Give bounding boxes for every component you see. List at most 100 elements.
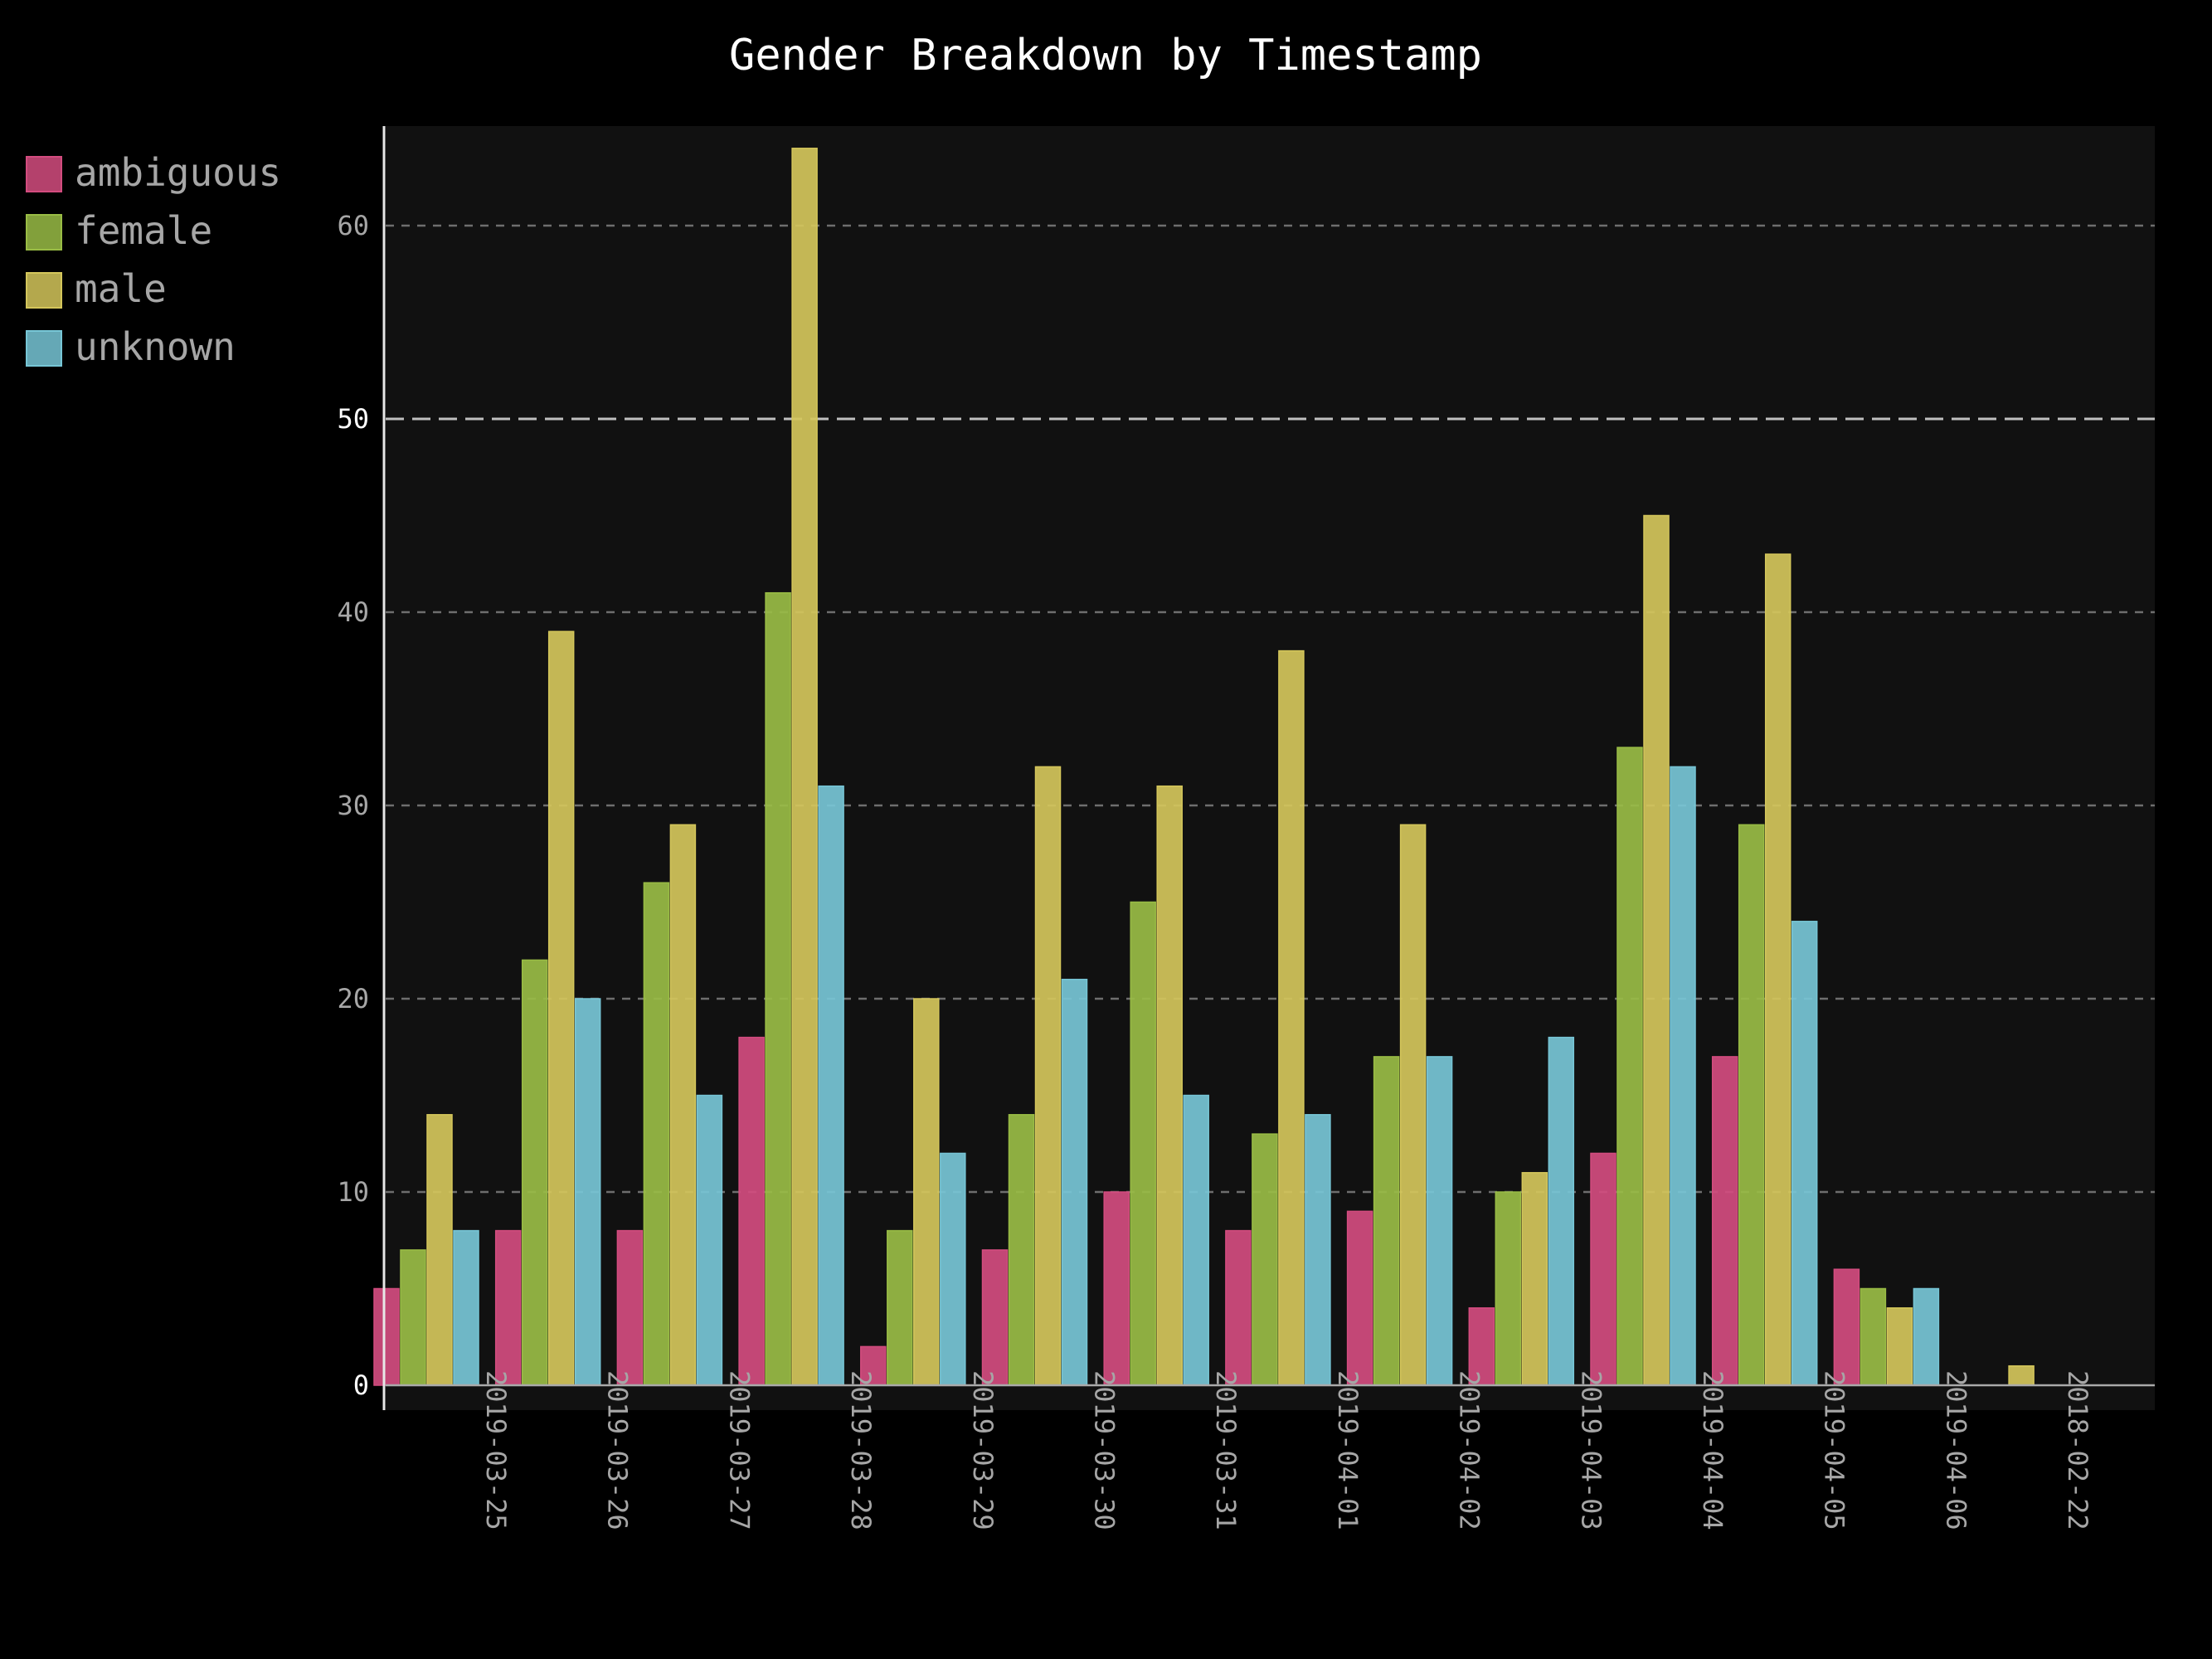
bar-group-2019-03-30 <box>981 766 1088 1386</box>
bar-male-2019-03-29 <box>913 998 940 1386</box>
y-tick-label-30: 30 <box>337 790 369 821</box>
bar-unknown-2019-03-27 <box>696 1094 723 1386</box>
bar-group-2019-04-06 <box>1833 1268 1940 1386</box>
bar-male-2019-04-06 <box>1886 1307 1913 1386</box>
bar-unknown-2019-03-29 <box>940 1152 966 1386</box>
x-tick-label-2019-03-29: 2019-03-29 <box>967 1370 999 1530</box>
bar-ambiguous-2019-03-27 <box>616 1229 644 1386</box>
x-tick-label-2019-04-02: 2019-04-02 <box>1454 1370 1485 1530</box>
bar-female-2019-04-02 <box>1373 1056 1400 1386</box>
bar-unknown-2019-03-25 <box>453 1229 479 1386</box>
bar-male-2019-04-04 <box>1643 514 1670 1386</box>
y-tick-label-40: 40 <box>337 596 369 628</box>
chart-title: Gender Breakdown by Timestamp <box>729 31 1482 80</box>
bar-male-2019-04-01 <box>1278 649 1305 1386</box>
bar-ambiguous-2019-04-05 <box>1711 1056 1738 1386</box>
bar-ambiguous-2019-03-31 <box>1103 1191 1130 1386</box>
bar-female-2019-03-30 <box>1008 1114 1035 1386</box>
bar-female-2019-04-05 <box>1738 824 1765 1386</box>
bar-ambiguous-2019-04-04 <box>1590 1152 1616 1386</box>
bar-unknown-2019-03-31 <box>1183 1094 1209 1386</box>
bar-female-2019-03-31 <box>1130 901 1156 1386</box>
bar-male-2019-04-05 <box>1764 553 1791 1386</box>
bar-unknown-2019-04-02 <box>1426 1056 1453 1386</box>
bar-male-2019-03-30 <box>1034 766 1062 1386</box>
bar-ambiguous-2019-03-30 <box>981 1249 1009 1386</box>
bar-group-2019-04-03 <box>1468 1036 1575 1386</box>
bar-ambiguous-2019-03-25 <box>373 1287 400 1386</box>
bar-unknown-2019-04-03 <box>1548 1036 1575 1386</box>
x-tick-label-2019-04-04: 2019-04-04 <box>1697 1370 1728 1530</box>
bar-male-2019-03-25 <box>426 1114 453 1386</box>
bar-ambiguous-2019-03-28 <box>738 1036 765 1386</box>
legend-label-unknown: unknown <box>75 324 236 369</box>
x-tick-label-2018-02-22: 2018-02-22 <box>2062 1370 2093 1530</box>
bars <box>373 148 2035 1386</box>
bar-ambiguous-2019-04-02 <box>1346 1210 1373 1386</box>
y-tick-label-60: 60 <box>337 210 369 241</box>
legend-swatch-ambiguous <box>26 156 62 192</box>
legend-swatch-female <box>26 214 62 251</box>
bar-group-2018-02-22 <box>2008 1365 2035 1386</box>
bar-unknown-2019-04-06 <box>1913 1287 1940 1386</box>
axes <box>382 126 2155 1410</box>
bar-unknown-2019-03-26 <box>574 998 601 1386</box>
legend-label-male: male <box>75 266 167 311</box>
bar-group-2019-04-01 <box>1225 649 1331 1386</box>
legend: ambiguous female male unknown <box>26 150 281 369</box>
bar-female-2019-03-27 <box>643 882 670 1386</box>
bar-male-2019-03-26 <box>547 630 575 1386</box>
x-tick-label-2019-04-03: 2019-04-03 <box>1575 1370 1607 1530</box>
legend-item-ambiguous: ambiguous <box>26 150 281 195</box>
bar-male-2019-04-02 <box>1399 824 1427 1386</box>
x-tick-label-2019-03-30: 2019-03-30 <box>1089 1370 1121 1530</box>
bar-female-2019-03-28 <box>765 591 791 1386</box>
bar-female-2019-03-25 <box>400 1249 426 1386</box>
bar-ambiguous-2019-04-01 <box>1225 1229 1252 1386</box>
bar-female-2019-04-06 <box>1860 1287 1887 1386</box>
bar-group-2019-03-26 <box>494 630 601 1386</box>
x-tick-label-2019-04-01: 2019-04-01 <box>1332 1370 1364 1530</box>
bar-male-2019-03-28 <box>791 148 818 1386</box>
y-tick-labels: 0 10 20 30 40 50 60 <box>337 210 369 1401</box>
bar-female-2019-03-26 <box>521 959 548 1386</box>
x-tick-label-2019-03-31: 2019-03-31 <box>1210 1370 1242 1530</box>
legend-swatch-male <box>26 272 62 309</box>
x-tick-label-2019-04-05: 2019-04-05 <box>1819 1370 1850 1530</box>
bar-unknown-2019-04-01 <box>1305 1114 1331 1386</box>
bar-male-2019-04-03 <box>1521 1171 1548 1386</box>
bar-group-2019-03-28 <box>738 148 844 1386</box>
bar-ambiguous-2019-04-03 <box>1468 1307 1495 1386</box>
bar-female-2019-04-04 <box>1616 747 1643 1386</box>
bar-male-2019-03-27 <box>669 824 697 1386</box>
legend-item-unknown: unknown <box>26 324 236 369</box>
x-tick-label-2019-03-26: 2019-03-26 <box>602 1370 634 1530</box>
bar-unknown-2019-04-04 <box>1670 766 1696 1386</box>
x-tick-label-2019-03-27: 2019-03-27 <box>723 1370 755 1530</box>
y-tick-label-0: 0 <box>353 1370 369 1401</box>
bar-male-2018-02-22 <box>2008 1365 2035 1386</box>
legend-swatch-unknown <box>26 330 62 367</box>
bar-female-2019-04-03 <box>1495 1191 1522 1386</box>
bar-female-2019-03-29 <box>887 1229 913 1386</box>
bar-group-2019-03-31 <box>1103 785 1209 1386</box>
y-tick-label-10: 10 <box>337 1176 369 1208</box>
legend-label-ambiguous: ambiguous <box>75 150 281 195</box>
y-tick-label-20: 20 <box>337 983 369 1014</box>
bar-unknown-2019-03-30 <box>1061 978 1088 1386</box>
x-tick-labels: 2019-03-25 2019-03-26 2019-03-27 2019-03-28… <box>480 1370 2093 1530</box>
bar-unknown-2019-03-28 <box>818 785 844 1386</box>
x-tick-label-2019-03-28: 2019-03-28 <box>845 1370 877 1530</box>
y-tick-label-50: 50 <box>337 403 369 435</box>
bar-female-2019-04-01 <box>1252 1133 1278 1386</box>
bar-unknown-2019-04-05 <box>1791 921 1818 1386</box>
bar-ambiguous-2019-04-06 <box>1833 1268 1860 1386</box>
bar-group-2019-03-27 <box>616 824 723 1386</box>
legend-item-male: male <box>26 266 167 311</box>
bar-ambiguous-2019-03-26 <box>494 1229 522 1386</box>
legend-label-female: female <box>75 208 212 253</box>
legend-item-female: female <box>26 208 212 253</box>
x-tick-label-2019-03-25: 2019-03-25 <box>480 1370 512 1530</box>
